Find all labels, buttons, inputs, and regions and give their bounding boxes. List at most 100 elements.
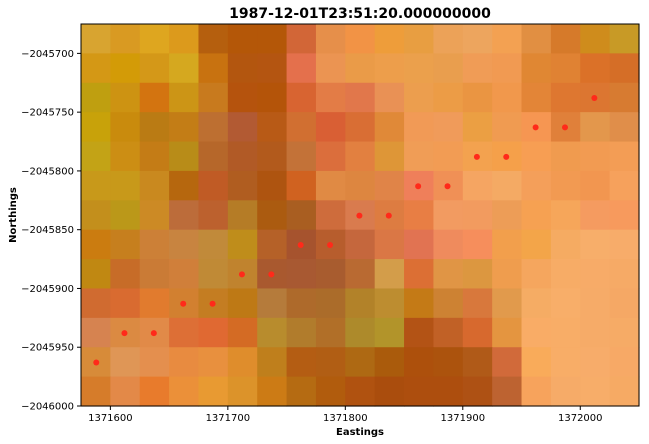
heatmap-cell (609, 288, 640, 319)
heatmap-cell (433, 229, 464, 260)
heatmap-cell (462, 53, 493, 84)
heatmap-cell (492, 347, 523, 378)
heatmap-cell (580, 229, 611, 260)
heatmap-cell (315, 112, 346, 143)
heatmap-cell (345, 259, 376, 290)
heatmap-cell (492, 259, 523, 290)
heatmap-cell (521, 317, 552, 348)
heatmap-cell (521, 24, 552, 54)
heatmap-cell (374, 259, 405, 290)
y-tick-label: −2046000 (21, 402, 74, 413)
heatmap-cell (433, 53, 464, 84)
heatmap-cell (492, 82, 523, 113)
heatmap-cell (433, 288, 464, 319)
heatmap-cell (462, 170, 493, 201)
data-point (297, 241, 304, 248)
heatmap-cell (110, 288, 141, 319)
heatmap-cell (110, 141, 141, 172)
heatmap-cell (110, 170, 141, 201)
data-point (444, 183, 451, 190)
heatmap-cell (315, 376, 346, 407)
heatmap-cell (257, 347, 288, 378)
heatmap-cell (433, 24, 464, 54)
heatmap-cell (521, 141, 552, 172)
heatmap-cell (257, 288, 288, 319)
heatmap-cell (227, 82, 258, 113)
heatmap-cell (550, 317, 581, 348)
heatmap-cell (81, 112, 111, 143)
heatmap-cell (521, 347, 552, 378)
data-point (121, 330, 128, 337)
heatmap-cell (580, 347, 611, 378)
heatmap-cell (286, 82, 317, 113)
heatmap-cell (286, 53, 317, 84)
heatmap-cell (169, 141, 200, 172)
data-point (209, 300, 216, 307)
heatmap-cell (462, 376, 493, 407)
data-point (93, 359, 100, 366)
heatmap-cell (404, 53, 435, 84)
heatmap-cell (139, 112, 170, 143)
heatmap-cell (286, 141, 317, 172)
heatmap-cell (492, 229, 523, 260)
heatmap-cell (227, 347, 258, 378)
heatmap-cell (169, 24, 200, 54)
heatmap-cell (609, 259, 640, 290)
heatmap-cell (139, 347, 170, 378)
heatmap-cell (580, 376, 611, 407)
heatmap-cell (492, 112, 523, 143)
heatmap-cell (462, 24, 493, 54)
heatmap-cell (139, 24, 170, 54)
heatmap-cell (81, 288, 111, 319)
heatmap-cell (315, 53, 346, 84)
data-point (180, 300, 187, 307)
heatmap-cell (550, 288, 581, 319)
heatmap-cell (550, 259, 581, 290)
heatmap-cell (580, 288, 611, 319)
heatmap-cell (404, 141, 435, 172)
heatmap-cell (315, 288, 346, 319)
heatmap-cell (550, 376, 581, 407)
heatmap-cell (550, 229, 581, 260)
heatmap-cell (315, 200, 346, 231)
heatmap-cell (139, 53, 170, 84)
x-tick-label: 1371600 (88, 413, 133, 424)
x-tick-label: 1371800 (323, 413, 368, 424)
chart-title: 1987-12-01T23:51:20.000000000 (229, 6, 491, 22)
heatmap-cell (609, 170, 640, 201)
heatmap-cell (374, 170, 405, 201)
heatmap-cell (227, 317, 258, 348)
heatmap-cell (345, 24, 376, 54)
heatmap-cell (580, 200, 611, 231)
heatmap-cell (345, 288, 376, 319)
heatmap-cell (198, 229, 229, 260)
heatmap-cell (81, 24, 111, 54)
heatmap-cell (550, 170, 581, 201)
heatmap-cell (492, 376, 523, 407)
heatmap-cell (227, 288, 258, 319)
heatmap-cell (345, 317, 376, 348)
heatmap-cell (462, 200, 493, 231)
heatmap-cell (374, 288, 405, 319)
heatmap-cell (462, 347, 493, 378)
data-point (532, 124, 539, 131)
heatmap-cell (521, 53, 552, 84)
heatmap-cell (374, 24, 405, 54)
heatmap-cell (139, 200, 170, 231)
heatmap-cell (110, 347, 141, 378)
heatmap-cell (81, 229, 111, 260)
x-axis: 1371600 1371700 1371800 1371900 1372000 (88, 406, 603, 424)
data-point (150, 330, 157, 337)
heatmap-cell (345, 82, 376, 113)
heatmap-cell (521, 376, 552, 407)
heatmap-cell (227, 376, 258, 407)
heatmap-cell (110, 200, 141, 231)
heatmap-cell (609, 24, 640, 54)
heatmap-cell (198, 347, 229, 378)
heatmap-cell (492, 170, 523, 201)
heatmap-cell (110, 82, 141, 113)
heatmap-cell (110, 24, 141, 54)
heatmap-cell (345, 376, 376, 407)
heatmap-cell (110, 259, 141, 290)
